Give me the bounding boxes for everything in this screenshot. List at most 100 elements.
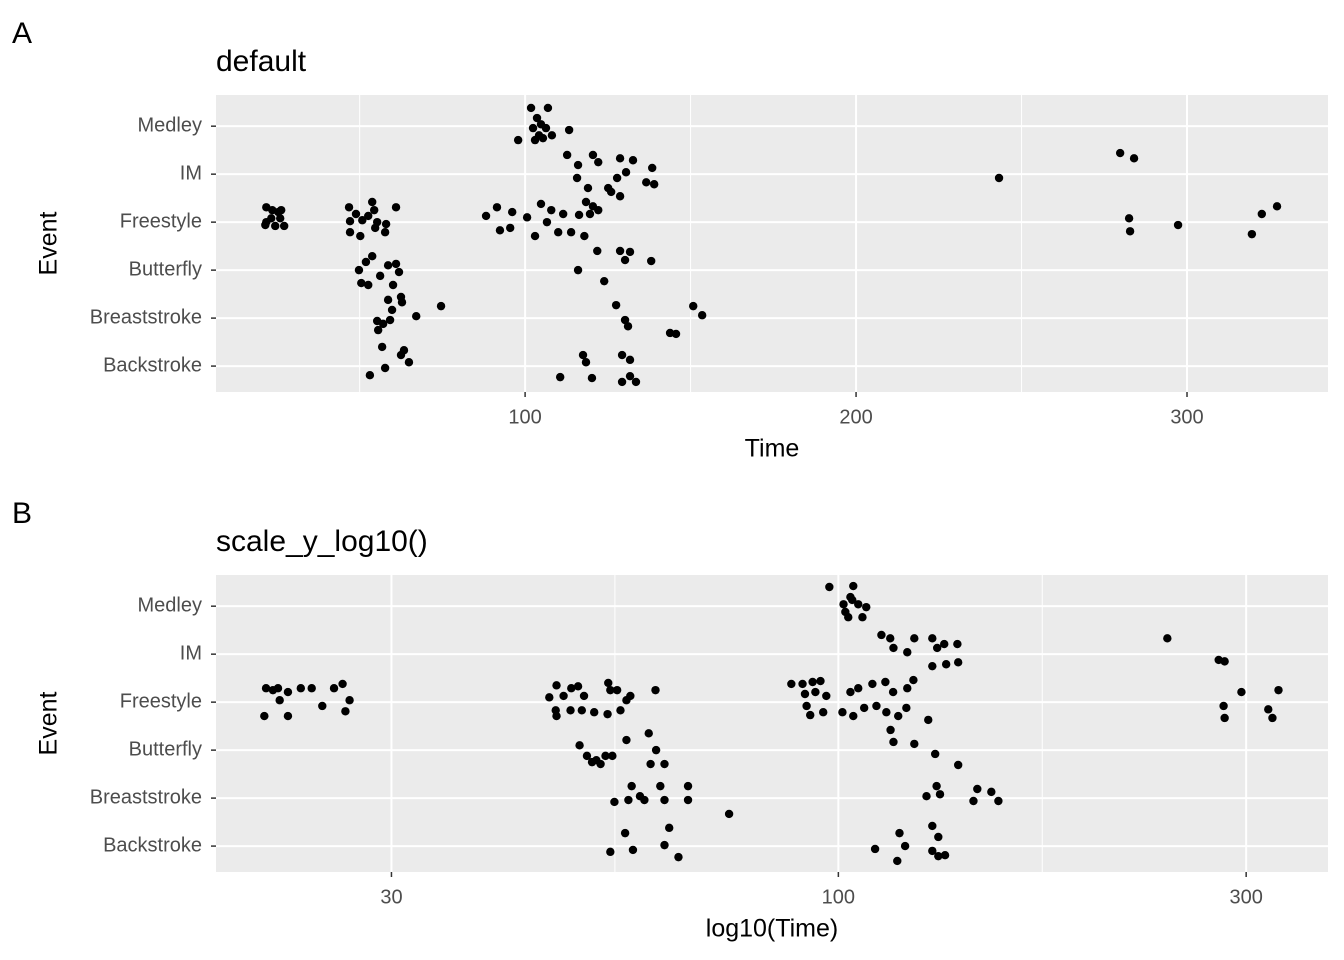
- point: [859, 703, 869, 713]
- point: [622, 696, 631, 705]
- plot-background: [216, 575, 1328, 872]
- point: [579, 691, 589, 701]
- point: [1125, 227, 1135, 236]
- point: [341, 707, 350, 716]
- point: [886, 634, 895, 643]
- point: [589, 708, 599, 717]
- point: [581, 358, 591, 367]
- point: [541, 123, 551, 133]
- point: [552, 681, 561, 690]
- point: [953, 639, 962, 649]
- point: [261, 684, 271, 693]
- point: [588, 150, 598, 160]
- point: [606, 847, 615, 857]
- point: [924, 715, 933, 725]
- point: [436, 301, 446, 311]
- point: [318, 701, 327, 711]
- x-tick-label: 200: [839, 406, 872, 428]
- point: [385, 315, 395, 325]
- point: [1219, 701, 1228, 711]
- point: [1220, 713, 1229, 723]
- point: [573, 160, 583, 170]
- point: [621, 168, 631, 177]
- panel-tag: A: [12, 17, 32, 50]
- y-tick-label: Backstroke: [103, 354, 202, 376]
- point: [283, 687, 293, 697]
- point: [846, 687, 855, 697]
- point: [564, 125, 574, 135]
- point: [928, 661, 937, 671]
- y-tick-label: Breaststroke: [90, 786, 202, 808]
- plot-background: [216, 95, 1328, 392]
- point: [849, 711, 858, 721]
- point: [492, 203, 502, 212]
- y-tick-label: IM: [180, 642, 202, 664]
- point: [844, 613, 853, 622]
- point: [724, 809, 734, 819]
- x-tick-label: 100: [822, 886, 855, 908]
- point: [822, 691, 831, 701]
- point: [344, 203, 354, 212]
- point: [536, 199, 546, 209]
- point: [369, 205, 379, 215]
- point: [838, 708, 847, 717]
- panel-title: default: [216, 45, 307, 78]
- point: [587, 757, 597, 767]
- point: [644, 729, 653, 738]
- y-tick-label: Freestyle: [120, 210, 202, 232]
- point: [554, 228, 563, 237]
- point: [394, 267, 404, 277]
- point: [547, 131, 557, 140]
- point: [1220, 657, 1229, 666]
- point: [646, 759, 655, 769]
- point: [649, 180, 659, 189]
- point: [683, 795, 693, 805]
- point: [825, 582, 834, 592]
- point: [893, 856, 902, 866]
- x-tick-label: 300: [1170, 406, 1203, 428]
- point: [932, 781, 941, 791]
- point: [582, 751, 592, 761]
- point: [611, 300, 621, 310]
- point: [275, 696, 284, 705]
- point: [922, 791, 931, 801]
- point: [802, 701, 811, 711]
- point: [895, 828, 904, 838]
- point: [928, 634, 937, 643]
- point: [854, 684, 863, 693]
- y-tick-label: Medley: [138, 114, 202, 136]
- point: [357, 278, 366, 288]
- point: [647, 256, 656, 266]
- point: [660, 840, 669, 850]
- point: [934, 851, 943, 861]
- point: [953, 658, 963, 667]
- point: [610, 797, 619, 807]
- point: [848, 595, 857, 605]
- point: [674, 852, 683, 862]
- point: [640, 795, 649, 805]
- point: [628, 156, 638, 165]
- point: [683, 781, 693, 791]
- point: [559, 691, 568, 701]
- point: [594, 157, 603, 167]
- point: [381, 219, 391, 229]
- point: [380, 363, 390, 373]
- point: [617, 350, 627, 360]
- point: [593, 246, 602, 256]
- point: [573, 682, 583, 691]
- point: [1247, 229, 1257, 239]
- point: [623, 322, 633, 331]
- point: [612, 685, 622, 695]
- point: [819, 708, 828, 717]
- point: [271, 221, 280, 231]
- point: [387, 305, 397, 315]
- point: [1115, 148, 1125, 158]
- point: [625, 247, 635, 257]
- point: [620, 315, 630, 325]
- point: [651, 685, 660, 695]
- point: [383, 261, 393, 270]
- point: [872, 701, 881, 711]
